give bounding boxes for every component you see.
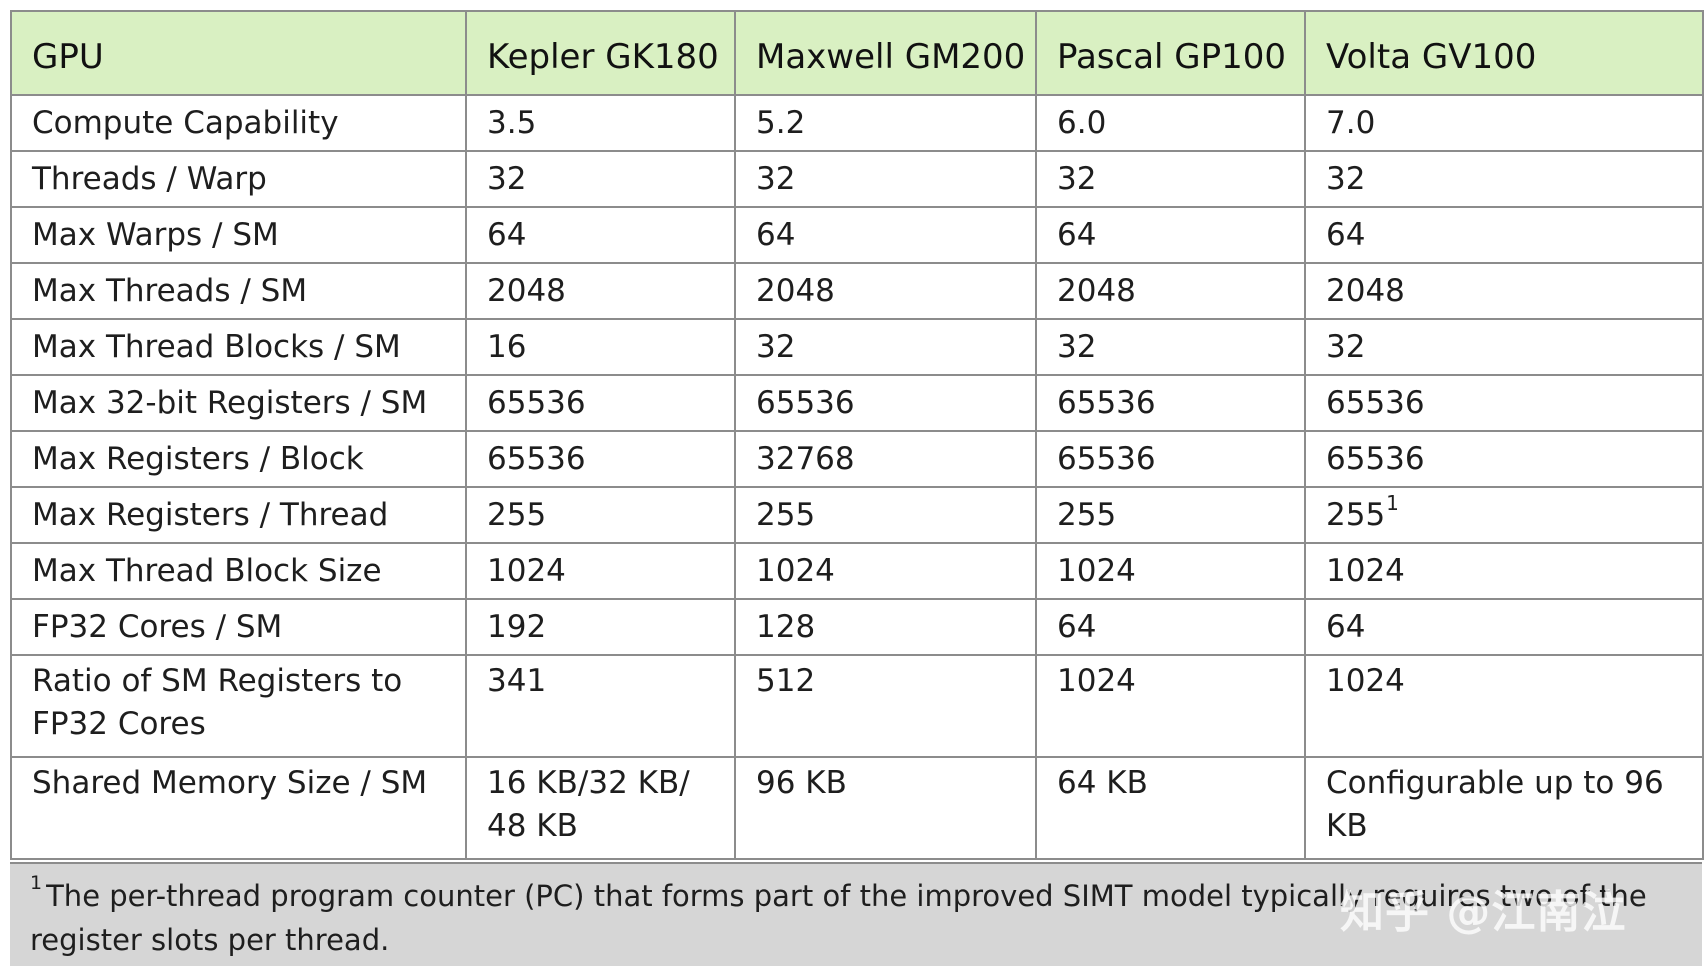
cell-pascal: 1024 [1035,542,1306,600]
row-label: Max Warps / SM [10,206,467,264]
cell-kepler: 64 [465,206,736,264]
row-label: Max Thread Block Size [10,542,467,600]
cell-maxwell: 255 [734,486,1037,544]
table-row: Max Warps / SM 64 64 64 64 [10,206,1704,264]
cell-kepler: 1024 [465,542,736,600]
cell-kepler: 3.5 [465,94,736,152]
footnote-mark: 1 [30,872,43,895]
cell-maxwell: 32 [734,318,1037,376]
cell-kepler: 65536 [465,374,736,432]
cell-volta: 32 [1304,318,1704,376]
row-label: Max Registers / Block [10,430,467,488]
table-row: Max Threads / SM 2048 2048 2048 2048 [10,262,1704,320]
cell-volta: 2048 [1304,262,1704,320]
cell-volta: 1024 [1304,654,1704,758]
row-label: Threads / Warp [10,150,467,208]
table-row: Shared Memory Size / SM 16 KB/32 KB/ 48 … [10,756,1704,860]
table-row: Threads / Warp 32 32 32 32 [10,150,1704,208]
cell-kepler: 32 [465,150,736,208]
table-header-row: GPU Kepler GK180 Maxwell GM200 Pascal GP… [10,10,1704,96]
table-row: Max Registers / Block 65536 32768 65536 … [10,430,1704,488]
cell-maxwell: 32 [734,150,1037,208]
cell-pascal: 255 [1035,486,1306,544]
cell-maxwell: 512 [734,654,1037,758]
column-header-maxwell: Maxwell GM200 [734,10,1037,96]
cell-volta: 7.0 [1304,94,1704,152]
table-row: Max 32-bit Registers / SM 65536 65536 65… [10,374,1704,432]
cell-volta: Configurable up to 96 KB [1304,756,1704,860]
cell-pascal: 64 [1035,598,1306,656]
cell-pascal: 1024 [1035,654,1306,758]
row-label: FP32 Cores / SM [10,598,467,656]
row-label: Ratio of SM Registers to FP32 Cores [10,654,467,758]
cell-volta: 65536 [1304,374,1704,432]
cell-pascal: 2048 [1035,262,1306,320]
cell-kepler: 16 KB/32 KB/ 48 KB [465,756,736,860]
table-row: FP32 Cores / SM 192 128 64 64 [10,598,1704,656]
cell-maxwell: 1024 [734,542,1037,600]
cell-pascal: 65536 [1035,430,1306,488]
gpu-spec-table: GPU Kepler GK180 Maxwell GM200 Pascal GP… [10,10,1704,860]
cell-kepler: 16 [465,318,736,376]
column-header-pascal: Pascal GP100 [1035,10,1306,96]
cell-maxwell: 32768 [734,430,1037,488]
cell-kepler: 192 [465,598,736,656]
table-row: Max Thread Block Size 1024 1024 1024 102… [10,542,1704,600]
cell-volta: 65536 [1304,430,1704,488]
row-label: Max Threads / SM [10,262,467,320]
footnote: 1 The per-thread program counter (PC) tha… [10,862,1702,966]
cell-maxwell: 65536 [734,374,1037,432]
row-label: Shared Memory Size / SM [10,756,467,860]
cell-kepler: 341 [465,654,736,758]
cell-kepler: 255 [465,486,736,544]
gpu-spec-table-container: GPU Kepler GK180 Maxwell GM200 Pascal GP… [10,10,1704,860]
cell-volta: 1024 [1304,542,1704,600]
cell-maxwell: 5.2 [734,94,1037,152]
cell-kepler: 2048 [465,262,736,320]
row-label: Max Registers / Thread [10,486,467,544]
cell-volta: 64 [1304,206,1704,264]
cell-volta-value: 255 [1326,497,1386,533]
table-row: Max Thread Blocks / SM 16 32 32 32 [10,318,1704,376]
footnote-reference-mark: 1 [1386,490,1399,515]
column-header-kepler: Kepler GK180 [465,10,736,96]
row-label: Max Thread Blocks / SM [10,318,467,376]
footnote-text: The per-thread program counter (PC) that… [30,879,1647,957]
table-row: Compute Capability 3.5 5.2 6.0 7.0 [10,94,1704,152]
cell-volta: 2551 [1304,486,1704,544]
row-label: Max 32-bit Registers / SM [10,374,467,432]
cell-maxwell: 2048 [734,262,1037,320]
table-row: Max Registers / Thread 255 255 255 2551 [10,486,1704,544]
cell-maxwell: 128 [734,598,1037,656]
row-label: Compute Capability [10,94,467,152]
cell-pascal: 64 [1035,206,1306,264]
cell-volta: 32 [1304,150,1704,208]
cell-kepler: 65536 [465,430,736,488]
cell-maxwell: 96 KB [734,756,1037,860]
cell-maxwell: 64 [734,206,1037,264]
table-row: Ratio of SM Registers to FP32 Cores 341 … [10,654,1704,758]
cell-volta: 64 [1304,598,1704,656]
column-header-volta: Volta GV100 [1304,10,1704,96]
cell-pascal: 65536 [1035,374,1306,432]
cell-pascal: 64 KB [1035,756,1306,860]
cell-pascal: 32 [1035,150,1306,208]
column-header-gpu: GPU [10,10,467,96]
cell-pascal: 32 [1035,318,1306,376]
cell-pascal: 6.0 [1035,94,1306,152]
